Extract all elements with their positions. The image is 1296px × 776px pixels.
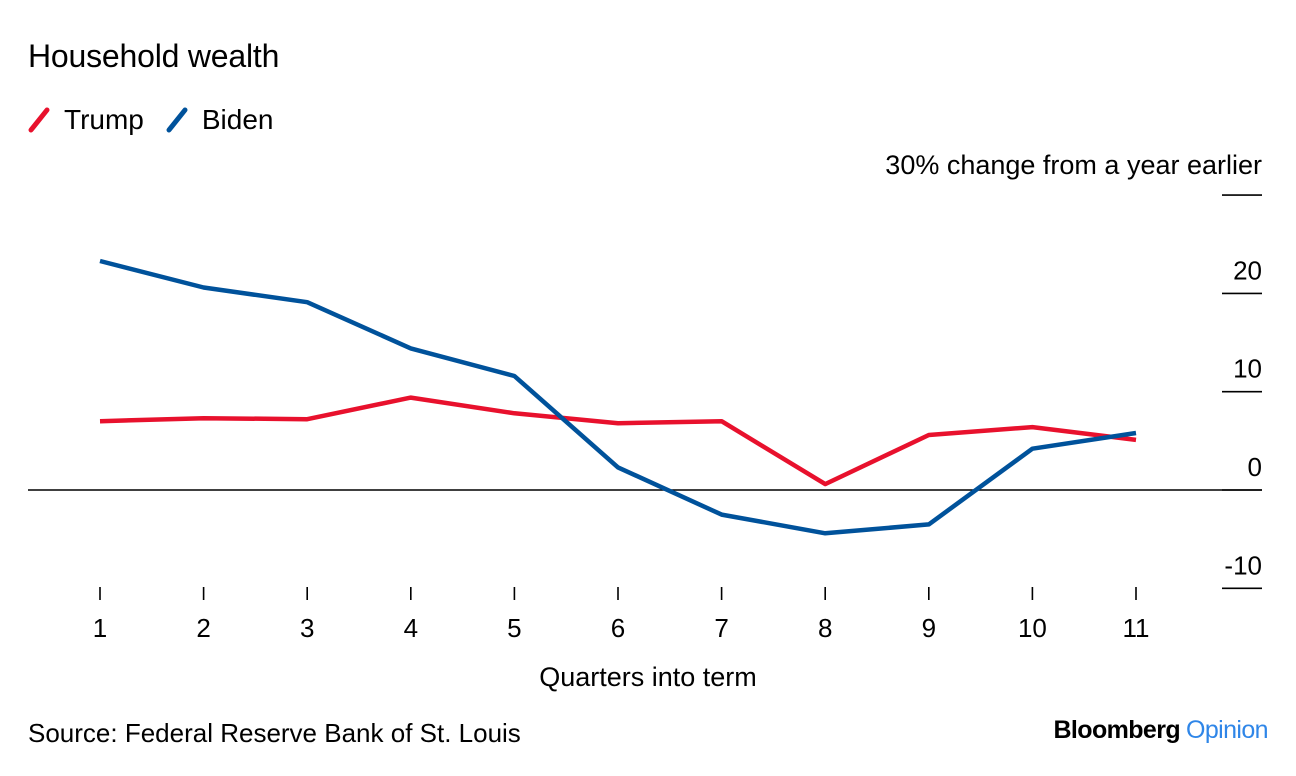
legend-label-biden: Biden (201, 104, 274, 135)
x-tick-label-3: 4 (404, 613, 418, 643)
brand-main: Bloomberg (1053, 716, 1181, 744)
y-tick-label-1: 20 (1233, 255, 1262, 285)
series-line-biden (99, 258, 1137, 536)
legend-swatch-trump (28, 107, 50, 133)
series-line-trump (99, 395, 1137, 487)
legend-swatch-biden (166, 107, 188, 133)
x-tick-label-9: 10 (1018, 613, 1047, 643)
x-tick-label-5: 6 (611, 613, 625, 643)
x-tick-label-1: 2 (196, 613, 210, 643)
y-tick-label-4: -10 (1224, 550, 1262, 580)
x-tick-label-8: 9 (922, 613, 936, 643)
y-tick-label-3: 0 (1248, 452, 1262, 482)
x-tick-label-4: 5 (507, 613, 521, 643)
y-axis-unit-label: 30% change from a year earlier (885, 150, 1262, 180)
x-tick-label-2: 3 (300, 613, 314, 643)
source-note: Source: Federal Reserve Bank of St. Loui… (28, 718, 521, 748)
legend-item-biden: Biden (166, 104, 274, 136)
x-tick-label-6: 7 (714, 613, 728, 643)
x-tick-label-10: 11 (1123, 613, 1150, 643)
chart-title: Household wealth (28, 38, 280, 74)
x-axis-label: Quarters into term (539, 662, 757, 692)
legend-item-trump: Trump (28, 104, 144, 136)
legend: Trump Biden (28, 102, 295, 138)
brand-logo: Bloomberg Opinion (1053, 716, 1268, 745)
x-tick-label-7: 8 (818, 613, 832, 643)
brand-sub: Opinion (1186, 716, 1269, 744)
x-tick-label-0: 1 (93, 613, 107, 643)
legend-label-trump: Trump (64, 104, 144, 135)
y-tick-label-2: 10 (1233, 354, 1262, 384)
